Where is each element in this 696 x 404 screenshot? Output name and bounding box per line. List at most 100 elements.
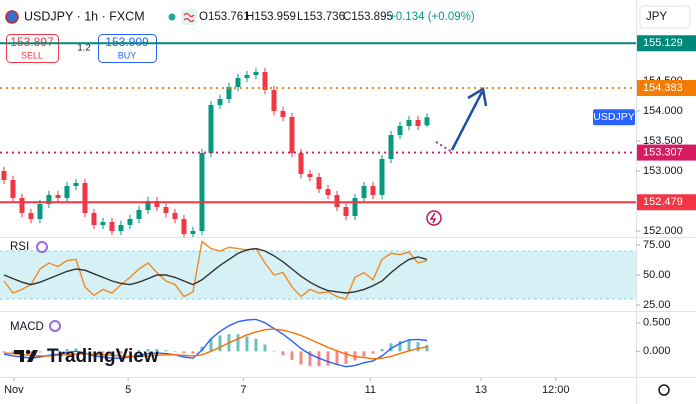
y-tick-label: 153.000: [643, 165, 683, 177]
candle-body: [235, 78, 241, 87]
arrow-head: [467, 86, 488, 107]
x-tick-label: 13: [475, 384, 487, 396]
plot-layer: [0, 67, 636, 368]
symbol-tag-label: USDJPY: [593, 111, 634, 123]
candle-body: [361, 186, 367, 198]
candle-body: [289, 117, 295, 153]
x-tick-label: Nov: [4, 384, 24, 396]
macd-histogram-bar: [398, 341, 402, 352]
currency: JPY: [646, 11, 667, 23]
logo-text[interactable]: TradingView: [47, 346, 159, 367]
ohlc-change: +0.134 (+0.09%): [389, 11, 475, 23]
macd-histogram-bar: [128, 351, 132, 352]
candle-body: [325, 189, 331, 195]
buy-button[interactable]: [98, 34, 157, 63]
candle-body: [145, 201, 151, 210]
candle-body: [73, 183, 79, 186]
x-tick-label: 5: [125, 384, 131, 396]
price-level-tag: [637, 35, 696, 52]
candle-body: [136, 210, 142, 219]
candle-body: [28, 213, 34, 219]
macd-histogram-bar: [425, 345, 429, 352]
rsi-settings-icon[interactable]: [36, 241, 48, 253]
macd-histogram-bar: [92, 351, 96, 354]
currency-box[interactable]: [639, 5, 691, 29]
candle-body: [55, 195, 61, 198]
candle-body: [208, 105, 214, 153]
candle-body: [64, 186, 70, 198]
candle-body: [46, 195, 52, 204]
logo-dot: [25, 349, 31, 355]
macd-histogram-bar: [290, 351, 294, 360]
x-tick-label: 11: [365, 384, 376, 396]
y-tick-label: 153.500: [643, 135, 683, 147]
candle-body: [37, 204, 43, 219]
macd-histogram-bar: [326, 351, 330, 366]
projection-dots: [435, 141, 453, 153]
candle-body: [316, 177, 322, 189]
price-level-label: 154.383: [643, 82, 683, 94]
macd-histogram-bar: [362, 351, 366, 357]
macd-histogram-bar: [335, 351, 339, 366]
macd-histogram-bar: [200, 346, 204, 352]
candle-body: [19, 198, 25, 213]
candle-body: [217, 99, 223, 105]
macd-histogram-bar: [137, 350, 141, 352]
macd-histogram-bar: [65, 349, 69, 352]
macd-histogram-bar: [110, 351, 114, 355]
macd-histogram-bar: [11, 351, 15, 354]
macd-histogram-bar: [182, 351, 186, 354]
logo-mark: [14, 350, 38, 362]
candle-body: [181, 219, 187, 234]
symbol-tag: [593, 109, 635, 126]
candle-body: [379, 159, 385, 195]
macd-histogram-bar: [407, 340, 411, 352]
macd-histogram-bar: [254, 338, 258, 352]
macd-histogram-bar: [272, 350, 276, 352]
macd-histogram-bar: [263, 344, 267, 352]
macd-histogram-bar: [29, 351, 33, 355]
rsi-title: RSI: [10, 241, 29, 253]
x-tick-label: 7: [240, 384, 246, 396]
macd-histogram-bar: [389, 343, 393, 352]
macd-histogram-bar: [74, 348, 78, 352]
candle-body: [397, 126, 403, 135]
candle-body: [352, 198, 358, 216]
candle-body: [91, 213, 97, 225]
macd-histogram-bar: [173, 351, 177, 352]
macd-settings-icon[interactable]: [49, 320, 61, 332]
sell-label: SELL: [21, 50, 43, 60]
candle-body: [343, 207, 349, 216]
buy-price: 153.909: [105, 35, 149, 49]
candle-body: [199, 153, 205, 231]
candle-body: [307, 174, 313, 177]
macd-histogram-bar: [308, 351, 312, 367]
macd-histogram-bar: [218, 335, 222, 352]
macd-histogram-bar: [299, 351, 303, 365]
y-tick-label: 0.500: [643, 317, 671, 329]
indicator-line: [3, 247, 428, 294]
ohlc-open: O153.761: [199, 11, 250, 23]
macd-title: MACD: [10, 321, 44, 333]
settings-icon[interactable]: [658, 384, 670, 396]
sell-button[interactable]: [6, 34, 59, 63]
y-tick-label: 50.00: [643, 269, 671, 281]
candle-body: [172, 213, 178, 219]
candle-body: [262, 72, 268, 90]
macd-histogram-bar: [83, 350, 87, 352]
macd-histogram-bar: [236, 334, 240, 352]
symbol-name[interactable]: USDJPY · 1h · FXCM: [24, 9, 145, 23]
sell-price: 153.897: [10, 35, 54, 49]
macd-histogram-bar: [47, 350, 51, 352]
event-icon[interactable]: [426, 210, 442, 226]
spread: 1.2: [77, 43, 90, 54]
event-bolt: [429, 212, 437, 224]
macd-histogram-bar: [155, 349, 159, 352]
candle-body: [244, 75, 250, 78]
macd-histogram-bar: [209, 338, 213, 352]
y-tick-label: 0.000: [643, 345, 671, 357]
ohlc-high: H153.959: [246, 11, 296, 23]
quote-icon[interactable]: [181, 9, 197, 25]
macd-line: [3, 328, 428, 360]
macd-histogram-bar: [371, 351, 375, 354]
